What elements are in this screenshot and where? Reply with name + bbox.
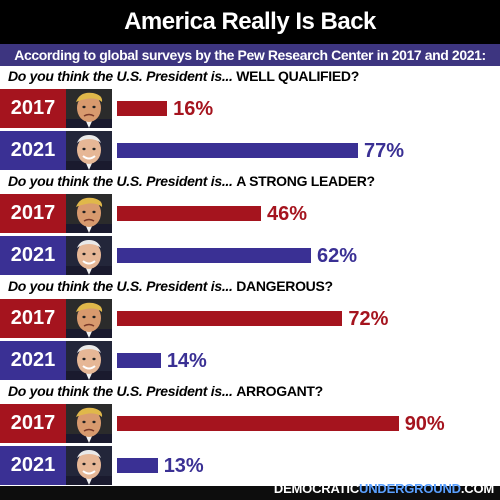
question-prefix: Do you think the U.S. President is...	[8, 383, 237, 399]
bar-row-2017: 2017 46%	[0, 192, 500, 234]
data-label: 14%	[166, 349, 207, 372]
question-label: Do you think the U.S. President is... DA…	[0, 276, 500, 297]
question-label: Do you think the U.S. President is... WE…	[0, 66, 500, 87]
president-portrait-2017	[66, 299, 112, 338]
question-topic: DANGEROUS?	[236, 278, 333, 294]
bar-row-2021: 2021 77%	[0, 129, 500, 171]
question-topic: A STRONG LEADER?	[236, 173, 375, 189]
bar-2021	[117, 143, 358, 158]
question-prefix: Do you think the U.S. President is...	[8, 278, 237, 294]
president-portrait-2021	[66, 131, 112, 170]
bar-row-2017: 2017 72%	[0, 297, 500, 339]
data-label: 77%	[364, 139, 405, 162]
bar-row-2021: 2021 14%	[0, 339, 500, 381]
year-label: 2021	[0, 341, 66, 380]
question-label: Do you think the U.S. President is... A …	[0, 171, 500, 192]
year-label: 2021	[0, 236, 66, 275]
president-portrait-2017	[66, 404, 112, 443]
bar-row-2021: 2021 13%	[0, 444, 500, 486]
year-label: 2017	[0, 404, 66, 443]
chart-subtitle: According to global surveys by the Pew R…	[0, 44, 500, 66]
bar-2021	[117, 353, 161, 368]
president-portrait-2021	[66, 446, 112, 485]
source-watermark: DEMOCRATICUNDERGROUND.COM	[274, 481, 494, 496]
year-label: 2017	[0, 299, 66, 338]
footer-post: .COM	[460, 481, 494, 496]
data-label: 90%	[404, 412, 445, 435]
year-label: 2017	[0, 194, 66, 233]
president-portrait-2017	[66, 89, 112, 128]
question-topic: ARROGANT?	[236, 383, 323, 399]
bar-row-2017: 2017 90%	[0, 402, 500, 444]
data-label: 16%	[173, 97, 214, 120]
footer-pre: DEMOCRATIC	[273, 481, 360, 496]
data-label: 13%	[163, 454, 204, 477]
question-topic: WELL QUALIFIED?	[236, 68, 359, 84]
bar-2017	[117, 311, 343, 326]
question-label: Do you think the U.S. President is... AR…	[0, 381, 500, 402]
bar-2021	[117, 458, 158, 473]
president-portrait-2021	[66, 341, 112, 380]
bar-2017	[117, 206, 261, 221]
footer-highlight: UNDERGROUND	[359, 481, 461, 496]
year-label: 2017	[0, 89, 66, 128]
question-prefix: Do you think the U.S. President is...	[8, 173, 237, 189]
year-label: 2021	[0, 446, 66, 485]
president-portrait-2017	[66, 194, 112, 233]
data-label: 62%	[317, 244, 358, 267]
chart-title: America Really Is Back	[0, 0, 500, 44]
bar-row-2021: 2021 62%	[0, 234, 500, 276]
president-portrait-2021	[66, 236, 112, 275]
data-label: 72%	[348, 307, 389, 330]
year-label: 2021	[0, 131, 66, 170]
data-label: 46%	[266, 202, 307, 225]
bar-row-2017: 2017 16%	[0, 87, 500, 129]
bar-2017	[117, 101, 168, 116]
bar-2021	[117, 248, 312, 263]
bar-2017	[117, 416, 399, 431]
question-prefix: Do you think the U.S. President is...	[8, 68, 237, 84]
